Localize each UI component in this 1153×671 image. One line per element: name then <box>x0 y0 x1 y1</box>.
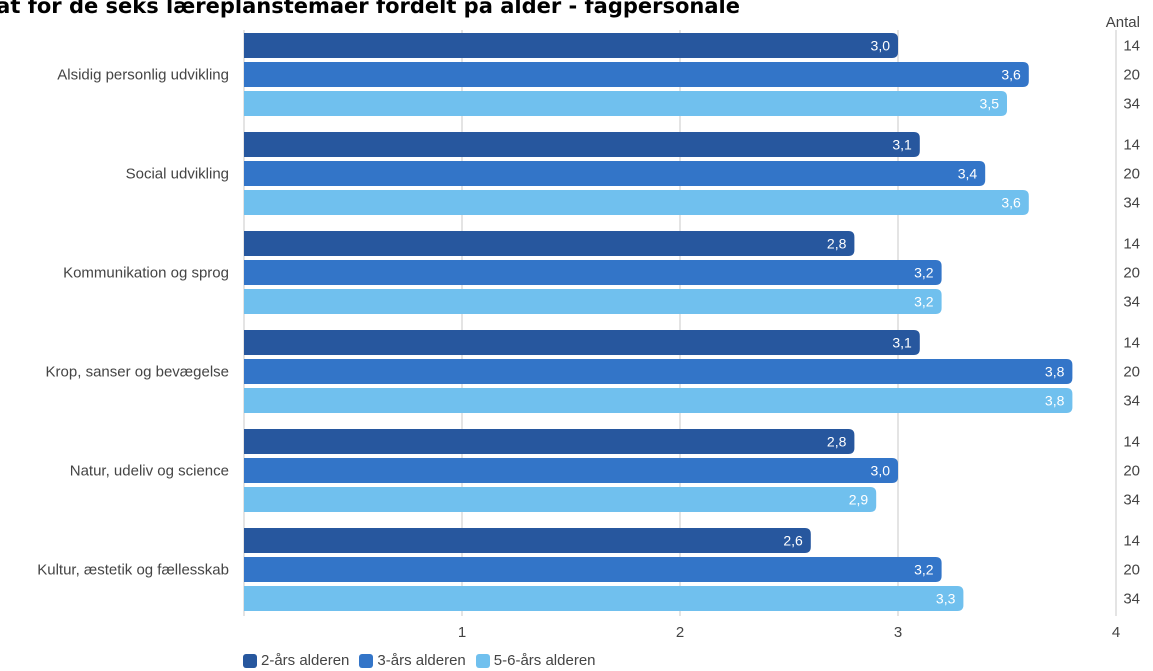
bar-value-label: 3,4 <box>958 166 978 182</box>
bar-value-label: 3,8 <box>1045 364 1065 380</box>
legend-item: 2-års alderen <box>243 652 349 669</box>
x-tick-label: 4 <box>1112 624 1120 641</box>
legend-label: 3-års alderen <box>377 652 465 669</box>
bar-value-label: 2,8 <box>827 236 847 252</box>
bar-value-label: 3,1 <box>892 137 912 153</box>
bar <box>244 62 1029 87</box>
count-label: 14 <box>1123 434 1140 451</box>
legend-label: 2-års alderen <box>261 652 349 669</box>
legend-swatch <box>359 654 373 668</box>
bar <box>244 429 854 454</box>
bar-value-label: 3,3 <box>936 591 956 607</box>
count-label: 20 <box>1123 364 1140 381</box>
count-label: 34 <box>1123 393 1140 410</box>
x-tick-label: 3 <box>894 624 902 641</box>
bar-value-label: 3,6 <box>1001 67 1021 83</box>
bar-value-label: 3,8 <box>1045 393 1065 409</box>
count-label: 14 <box>1123 533 1140 550</box>
category-label: Alsidig personlig udvikling <box>57 67 229 84</box>
bar <box>244 458 898 483</box>
bar <box>244 161 985 186</box>
bar <box>244 528 811 553</box>
bar <box>244 359 1072 384</box>
legend-item: 3-års alderen <box>359 652 465 669</box>
x-tick-label: 1 <box>458 624 466 641</box>
legend-label: 5-6-års alderen <box>494 652 596 669</box>
count-label: 34 <box>1123 96 1140 113</box>
bar <box>244 557 942 582</box>
bar-value-label: 3,1 <box>892 335 912 351</box>
count-label: 20 <box>1123 463 1140 480</box>
bar <box>244 33 898 58</box>
bar-value-label: 3,5 <box>980 96 1000 112</box>
bar-value-label: 3,6 <box>1001 195 1021 211</box>
bar-value-label: 2,8 <box>827 434 847 450</box>
category-label: Natur, udeliv og science <box>70 463 229 480</box>
count-label: 14 <box>1123 38 1140 55</box>
bar-value-label: 3,2 <box>914 265 934 281</box>
bar <box>244 586 963 611</box>
count-label: 20 <box>1123 265 1140 282</box>
count-label: 14 <box>1123 137 1140 154</box>
x-tick-label: 2 <box>676 624 684 641</box>
bar <box>244 91 1007 116</box>
bar <box>244 289 942 314</box>
bar <box>244 190 1029 215</box>
category-label: Kultur, æstetik og fællesskab <box>37 562 229 579</box>
bar-value-label: 3,0 <box>871 38 891 54</box>
bar-value-label: 2,9 <box>849 492 869 508</box>
bar-value-label: 3,0 <box>871 463 891 479</box>
bar <box>244 231 854 256</box>
bar-value-label: 2,6 <box>783 533 803 549</box>
bar <box>244 132 920 157</box>
category-label: Krop, sanser og bevægelse <box>46 364 229 381</box>
category-label: Kommunikation og sprog <box>63 265 229 282</box>
legend-swatch <box>476 654 490 668</box>
count-label: 20 <box>1123 562 1140 579</box>
bar-value-label: 3,2 <box>914 562 934 578</box>
legend-swatch <box>243 654 257 668</box>
legend-item: 5-6-års alderen <box>476 652 596 669</box>
count-label: 34 <box>1123 294 1140 311</box>
count-label: 14 <box>1123 335 1140 352</box>
count-label: 14 <box>1123 236 1140 253</box>
bar <box>244 330 920 355</box>
category-label: Social udvikling <box>126 166 229 183</box>
bar <box>244 260 942 285</box>
count-label: 34 <box>1123 195 1140 212</box>
chart-legend: 2-års alderen 3-års alderen 5-6-års aldere… <box>243 652 606 669</box>
bar <box>244 487 876 512</box>
count-label: 34 <box>1123 492 1140 509</box>
count-label: 20 <box>1123 67 1140 84</box>
count-label: 34 <box>1123 591 1140 608</box>
bar-value-label: 3,2 <box>914 294 934 310</box>
count-header: Antal <box>1106 14 1140 31</box>
bar <box>244 388 1072 413</box>
count-label: 20 <box>1123 166 1140 183</box>
